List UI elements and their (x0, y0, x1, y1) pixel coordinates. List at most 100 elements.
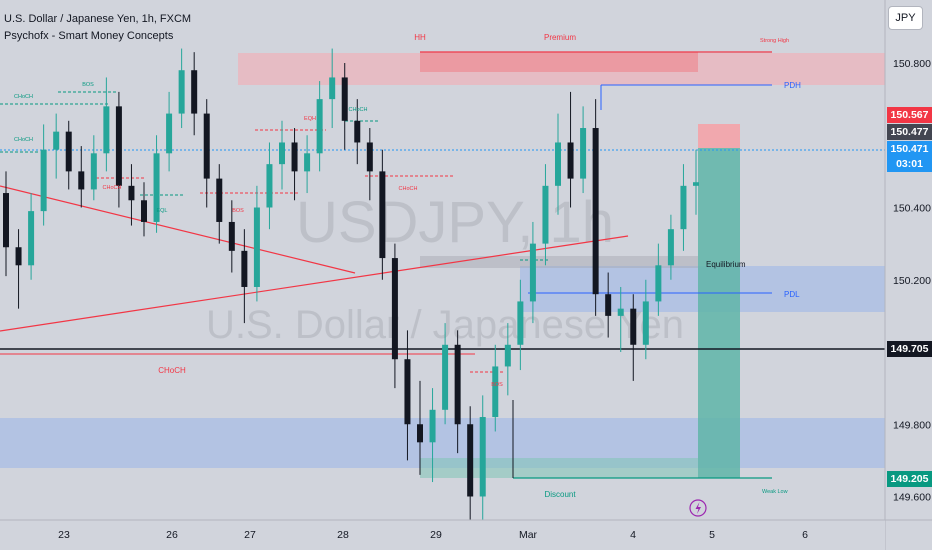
candle-body (3, 193, 9, 248)
candle-body (479, 417, 486, 497)
candle-body (103, 106, 110, 154)
candle-body (128, 185, 135, 201)
candle-body (166, 113, 173, 154)
candle-body (467, 424, 474, 497)
label-discount: Discount (544, 490, 576, 499)
indicator-title[interactable]: Psychofx - Smart Money Concepts (4, 30, 174, 42)
y-tick-label: 150.200 (893, 275, 931, 287)
candle-body (642, 301, 649, 345)
x-tick-label: 29 (430, 529, 442, 541)
candle-body (429, 409, 436, 443)
hline-badge: 149.705 (887, 341, 932, 357)
candle-body (28, 211, 35, 266)
candle-body (228, 221, 235, 251)
candle-body (542, 185, 549, 244)
candle-body (567, 142, 574, 179)
candle-body (90, 153, 97, 190)
label-choch-5: CHoCH (399, 186, 418, 192)
price-axis-bg (885, 0, 932, 550)
candle-body (379, 171, 386, 259)
x-tick-label: 6 (802, 529, 808, 541)
candle-body (203, 113, 210, 179)
label-bos-3: BOS (491, 382, 503, 388)
label-weak-low: Weak Low (762, 489, 788, 495)
candle-body (555, 142, 561, 186)
x-tick-label: 5 (709, 529, 715, 541)
x-tick-label: 4 (630, 529, 636, 541)
candle-body (341, 77, 348, 121)
currency-button[interactable]: JPY (888, 6, 923, 30)
y-tick-label: 150.400 (893, 203, 931, 215)
candle-body (417, 424, 423, 443)
label-choch-4: CHoCH (103, 185, 122, 191)
label-pdh: PDH (784, 81, 801, 90)
candle-body (391, 258, 398, 360)
lightning-bolt-icon (695, 502, 701, 514)
label-strong-high: Strong High (760, 38, 789, 44)
label-choch-1: CHoCH (14, 94, 33, 100)
candle-body (504, 344, 511, 367)
candle-body (15, 247, 22, 266)
equilibrium-zone (420, 256, 698, 268)
candle-body (253, 207, 260, 287)
candle-body (40, 149, 47, 212)
x-tick-label: 28 (337, 529, 349, 541)
candle-body (329, 77, 336, 100)
symbol-title[interactable]: U.S. Dollar / Japanese Yen, 1h, FXCM (4, 13, 192, 25)
candle-body (78, 171, 85, 190)
candle-body (592, 128, 599, 295)
trend-line-down (0, 185, 356, 274)
trend-line-up (0, 235, 629, 332)
candle-body (617, 308, 624, 316)
x-tick-label: Mar (519, 529, 538, 541)
candle-body (404, 359, 411, 425)
lightning-icon[interactable] (689, 499, 707, 517)
label-bos-2: BOS (232, 208, 244, 214)
candle-body (291, 142, 298, 172)
candle-body (153, 153, 160, 222)
chart-legend: U.S. Dollar / Japanese Yen, 1h, FXCM Psy… (4, 11, 191, 45)
countdown-badge: 03:01 (887, 156, 932, 172)
candle-body (266, 164, 273, 208)
candle-body (605, 294, 612, 316)
candle-body (354, 120, 361, 143)
candle-body (316, 99, 323, 154)
watermark-ticker: USDJPY, 1h (296, 190, 614, 255)
x-tick-label: 27 (244, 529, 256, 541)
candle-body (492, 366, 499, 418)
label-equilibrium: Equilibrium (706, 260, 746, 269)
candle-body (517, 301, 524, 345)
candle-body (141, 200, 147, 222)
label-premium: Premium (544, 33, 576, 42)
candle-body (630, 308, 637, 345)
candle-body (53, 131, 60, 150)
candle-body (216, 178, 223, 222)
candle-body (241, 250, 248, 287)
y-tick-label: 149.600 (893, 492, 931, 504)
current-price-badge: 150.471 (887, 141, 932, 157)
candle-body (304, 153, 311, 172)
label-eqh: EQH (304, 116, 316, 122)
x-tick-label: 26 (166, 529, 178, 541)
last-price-badge: 150.477 (887, 124, 932, 140)
y-tick-label: 150.800 (893, 58, 931, 70)
stop-loss-box (698, 124, 740, 148)
candle-body (529, 243, 536, 302)
label-choch-big: CHoCH (158, 366, 186, 375)
premium-zone-core (420, 52, 698, 72)
sell-target-badge: 150.567 (887, 107, 932, 123)
candle-body (279, 142, 285, 165)
label-choch-2: CHoCH (14, 137, 33, 143)
candle-body (580, 128, 587, 179)
label-choch-3: CHoCH (349, 107, 368, 113)
candle-body (454, 344, 461, 425)
discount-zone-core (420, 458, 698, 478)
time-axis-bg (0, 520, 885, 550)
label-pdl: PDL (784, 290, 800, 299)
candle-body (693, 182, 699, 186)
take-profit-box (698, 148, 740, 478)
label-eql: EQL (156, 208, 167, 214)
candle-body (655, 265, 662, 302)
